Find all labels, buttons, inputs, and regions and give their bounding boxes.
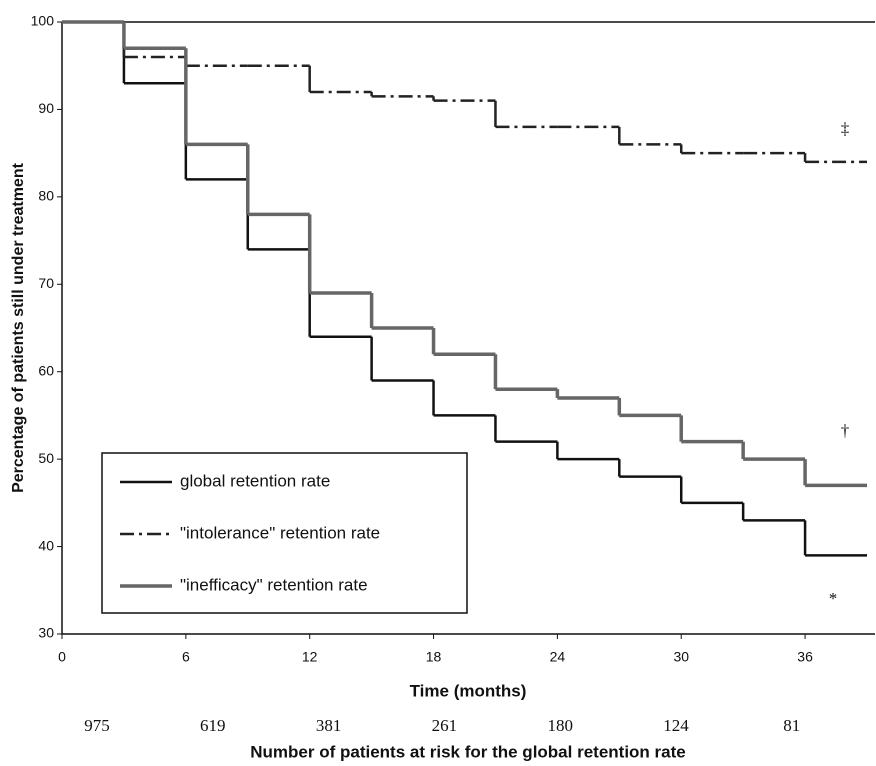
y-tick-label: 30 — [38, 625, 54, 641]
y-tick-label: 50 — [38, 450, 54, 466]
annotation: † — [841, 421, 850, 440]
at-risk-value: 180 — [547, 716, 573, 735]
annotation: * — [829, 589, 838, 608]
y-tick-label: 80 — [38, 188, 54, 204]
x-tick-label: 24 — [550, 649, 566, 665]
at-risk-value: 124 — [663, 716, 689, 735]
x-tick-label: 0 — [58, 649, 66, 665]
y-tick-label: 90 — [38, 100, 54, 116]
y-tick-label: 60 — [38, 362, 54, 378]
x-tick-label: 30 — [673, 649, 689, 665]
y-tick-label: 40 — [38, 537, 54, 553]
x-tick-label: 36 — [797, 649, 813, 665]
x-axis-label: Time (months) — [410, 681, 527, 700]
x-tick-label: 18 — [426, 649, 442, 665]
at-risk-value: 81 — [783, 716, 800, 735]
at-risk-value: 619 — [200, 716, 226, 735]
x-tick-label: 6 — [182, 649, 190, 665]
at-risk-label: Number of patients at risk for the globa… — [250, 742, 685, 761]
at-risk-value: 381 — [316, 716, 342, 735]
y-tick-label: 70 — [38, 275, 54, 291]
legend-label: "inefficacy" retention rate — [180, 575, 368, 594]
legend-label: global retention rate — [180, 471, 330, 490]
at-risk-value: 975 — [84, 716, 110, 735]
y-tick-label: 100 — [31, 13, 55, 29]
y-axis-label: Percentage of patients still under treat… — [10, 162, 27, 493]
at-risk-value: 261 — [432, 716, 458, 735]
x-tick-label: 12 — [302, 649, 318, 665]
annotation: ‡ — [841, 119, 850, 138]
legend-label: "intolerance" retention rate — [180, 523, 380, 542]
